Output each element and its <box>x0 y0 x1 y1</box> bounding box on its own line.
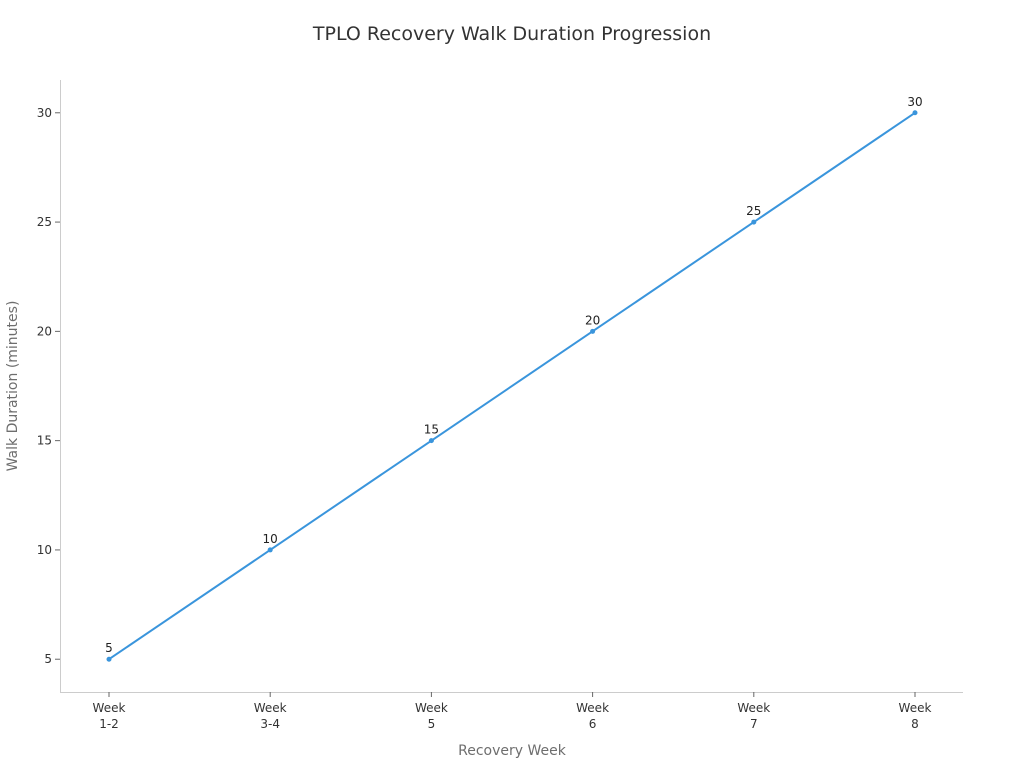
data-point[interactable] <box>751 219 757 225</box>
data-point[interactable] <box>267 547 273 553</box>
x-axis-title: Recovery Week <box>458 743 567 759</box>
series-line <box>108 111 916 661</box>
x-tick-label: Week 3-4 <box>254 701 287 731</box>
x-axis-ticks: Week 1-2 Week 3-4 Week 5 Week 6 Week 7 Week 8 <box>93 692 932 731</box>
y-tick-label: 15 <box>37 434 52 448</box>
y-tick-label: 30 <box>37 106 52 120</box>
data-label: 25 <box>746 204 761 218</box>
data-point[interactable] <box>912 110 918 116</box>
x-tick-label: Week 7 <box>737 701 770 731</box>
chart-title: TPLO Recovery Walk Duration Progression <box>312 23 711 45</box>
y-axis-title: Walk Duration (minutes) <box>5 301 21 472</box>
data-label: 30 <box>907 95 922 109</box>
data-label: 20 <box>585 313 600 327</box>
x-tick-label: Week 5 <box>415 701 448 731</box>
data-point[interactable] <box>590 328 596 334</box>
y-tick-label: 10 <box>37 543 52 557</box>
y-tick-label: 20 <box>37 324 52 338</box>
y-tick-label: 5 <box>44 652 52 666</box>
x-tick-label: Week 6 <box>576 701 609 731</box>
data-label: 10 <box>263 532 278 546</box>
y-axis-ticks: 5 10 15 20 25 30 <box>37 106 60 666</box>
y-tick-label: 25 <box>37 215 52 229</box>
data-label: 5 <box>105 641 113 655</box>
data-labels: 5 10 15 20 25 30 <box>105 95 922 655</box>
x-tick-label: Week 1-2 <box>93 701 126 731</box>
x-tick-label: Week 8 <box>899 701 932 731</box>
data-point[interactable] <box>106 656 112 662</box>
data-point[interactable] <box>428 438 434 444</box>
series-layer <box>106 110 918 662</box>
data-label: 15 <box>424 423 439 437</box>
